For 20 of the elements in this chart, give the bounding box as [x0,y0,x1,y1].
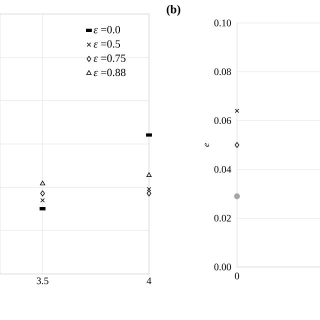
y-tick-label: 0.00 [214,264,231,270]
y-tick-label: 0.10 [214,20,231,26]
point [146,190,152,196]
point [146,172,152,177]
legend-label: ε =0.0 [94,26,120,34]
legend-label: ε =0.88 [94,68,126,76]
y-tick-label: 0.06 [214,117,232,124]
x-tick-label: 3.5 [36,278,48,284]
y-tick-label: 0.02 [214,214,231,222]
chart-title: (b) [166,4,180,16]
y-axis-title: e [204,143,210,147]
point [40,198,45,203]
legend-label: ε =0.75 [94,54,126,62]
x-tick-label: 0 [234,272,240,280]
y-tick-label: 0.04 [214,166,232,173]
y-tick-label: 0.08 [214,68,231,76]
x-tick-label: 4 [146,278,152,284]
legend-label: ε =0.5 [94,40,120,48]
point [40,190,45,196]
point [40,180,46,186]
